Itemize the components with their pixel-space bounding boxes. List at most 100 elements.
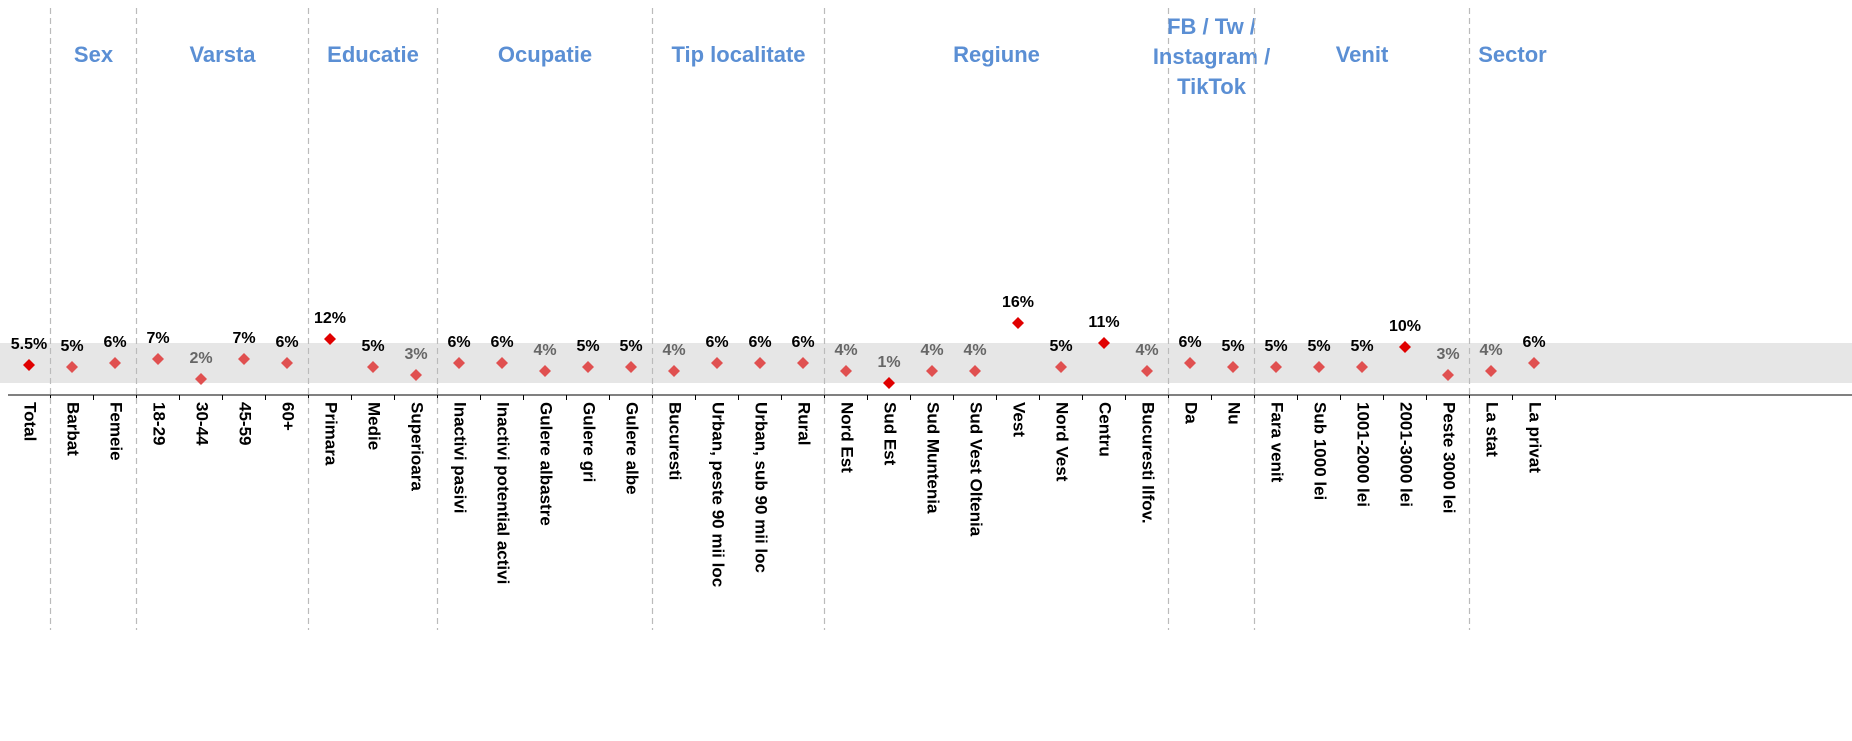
group-header: Venit	[1336, 42, 1389, 67]
marker	[840, 365, 852, 377]
marker	[1528, 357, 1540, 369]
x-tick-label: Superioara	[408, 402, 427, 491]
value-label: 2%	[189, 350, 212, 367]
group-header: FB / Tw /	[1167, 14, 1256, 39]
group-header: Tip localitate	[671, 42, 805, 67]
marker	[797, 357, 809, 369]
value-label: 4%	[920, 342, 943, 359]
marker	[238, 353, 250, 365]
value-label: 6%	[705, 334, 728, 351]
x-tick-label: Nord Est	[838, 402, 857, 473]
marker	[754, 357, 766, 369]
x-tick-label: Gulere albastre	[537, 402, 556, 526]
marker	[453, 357, 465, 369]
value-label: 6%	[748, 334, 771, 351]
value-label: 5%	[1350, 338, 1373, 355]
x-tick-label: La stat	[1483, 402, 1502, 457]
x-tick-label: Sud Est	[881, 402, 900, 466]
x-tick-label: Total	[21, 402, 40, 441]
x-tick-label: Femeie	[107, 402, 126, 461]
value-label: 5%	[1221, 338, 1244, 355]
marker	[152, 353, 164, 365]
marker	[539, 365, 551, 377]
marker	[582, 361, 594, 373]
value-label: 4%	[533, 342, 556, 359]
marker	[1098, 337, 1110, 349]
value-label: 5%	[361, 338, 384, 355]
value-label: 5%	[576, 338, 599, 355]
x-tick-label: Urban, sub 90 mii loc	[752, 402, 771, 573]
value-label: 6%	[1522, 334, 1545, 351]
x-tick-label: Primara	[322, 402, 341, 466]
x-tick-label: 60+	[279, 402, 298, 431]
x-tick-label: Bucuresti	[666, 402, 685, 480]
value-label: 16%	[1002, 294, 1034, 311]
value-label: 6%	[791, 334, 814, 351]
group-header: Sex	[74, 42, 114, 67]
value-label: 3%	[1436, 346, 1459, 363]
value-label: 6%	[490, 334, 513, 351]
marker	[1227, 361, 1239, 373]
x-tick-label: 30-44	[193, 402, 212, 446]
group-header: Ocupatie	[498, 42, 592, 67]
value-label: 5.5%	[11, 336, 47, 353]
marker	[969, 365, 981, 377]
x-tick-label: Bucuresti Ilfov.	[1139, 402, 1158, 524]
marker	[410, 369, 422, 381]
x-tick-label: Peste 3000 lei	[1440, 402, 1459, 514]
x-tick-label: La privat	[1526, 402, 1545, 473]
x-tick-label: Centru	[1096, 402, 1115, 457]
value-label: 6%	[103, 334, 126, 351]
marker	[281, 357, 293, 369]
x-tick-label: 1001-2000 lei	[1354, 402, 1373, 507]
x-tick-label: Medie	[365, 402, 384, 450]
marker	[883, 377, 895, 389]
marker	[1356, 361, 1368, 373]
x-tick-label: Gulere gri	[580, 402, 599, 482]
marker	[1141, 365, 1153, 377]
x-tick-label: 18-29	[150, 402, 169, 445]
x-tick-label: Urban, peste 90 mii loc	[709, 402, 728, 587]
value-label: 6%	[447, 334, 470, 351]
x-tick-label: Fara venit	[1268, 402, 1287, 483]
x-tick-label: Inactivi pasivi	[451, 402, 470, 514]
value-label: 6%	[275, 334, 298, 351]
marker	[1399, 341, 1411, 353]
value-label: 10%	[1389, 318, 1421, 335]
value-label: 5%	[1307, 338, 1330, 355]
marker	[324, 333, 336, 345]
group-header: Varsta	[189, 42, 256, 67]
group-header: Educatie	[327, 42, 419, 67]
marker	[109, 357, 121, 369]
marker	[367, 361, 379, 373]
value-label: 1%	[877, 354, 900, 371]
value-label: 12%	[314, 310, 346, 327]
marker	[496, 357, 508, 369]
x-tick-label: Vest	[1010, 402, 1029, 437]
value-label: 3%	[404, 346, 427, 363]
marker	[625, 361, 637, 373]
value-label: 6%	[1178, 334, 1201, 351]
marker	[1055, 361, 1067, 373]
x-tick-label: Sud Muntenia	[924, 402, 943, 514]
group-header: Sector	[1478, 42, 1547, 67]
value-label: 5%	[60, 338, 83, 355]
value-label: 5%	[1264, 338, 1287, 355]
marker	[926, 365, 938, 377]
x-tick-label: Gulere albe	[623, 402, 642, 495]
marker	[1012, 317, 1024, 329]
marker	[1485, 365, 1497, 377]
x-tick-label: 45-59	[236, 402, 255, 445]
value-label: 5%	[619, 338, 642, 355]
value-label: 4%	[1479, 342, 1502, 359]
marker	[66, 361, 78, 373]
value-label: 7%	[146, 330, 169, 347]
value-label: 4%	[963, 342, 986, 359]
marker	[1313, 361, 1325, 373]
marker	[23, 359, 35, 371]
x-tick-label: Inactivi potential activi	[494, 402, 513, 584]
group-header: Instagram /	[1153, 44, 1270, 69]
value-label: 4%	[1135, 342, 1158, 359]
